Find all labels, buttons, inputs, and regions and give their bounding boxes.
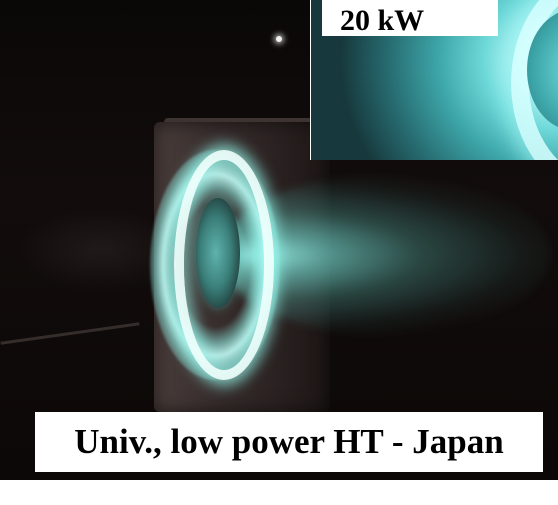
chamber-light (276, 36, 282, 42)
inset-power-label: 20 kW (322, 0, 498, 36)
bottom-margin (0, 480, 558, 505)
thruster-center-pole (196, 198, 240, 308)
discharge-ring (174, 150, 274, 380)
caption: Univ., low power HT - Japan (35, 412, 543, 472)
chamber-fixture (0, 322, 140, 345)
